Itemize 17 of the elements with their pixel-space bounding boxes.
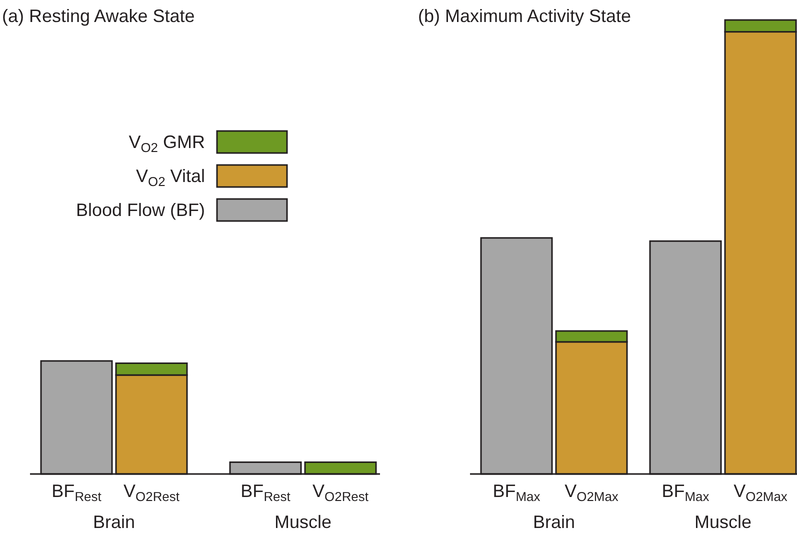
text: Brain bbox=[92, 512, 136, 532]
x-tick-label: BF$_{Rest}$ bbox=[240, 481, 291, 504]
x-tick-label: V$_{O2Rest}$ bbox=[124, 481, 180, 504]
x-tick-label: V$_{O2Rest}$ bbox=[312, 481, 369, 504]
x-tick-label: BF$_{Rest}$ bbox=[52, 481, 102, 504]
text: Muscle bbox=[274, 512, 332, 532]
text: Brain bbox=[532, 512, 576, 532]
legend-label: Blood Flow (BF) bbox=[76, 200, 205, 220]
x-tick-label: BF$_{Max}$ bbox=[662, 481, 710, 504]
x-tick-label: V$_{O2Max}$ bbox=[564, 481, 619, 504]
legend-label: V$_{O2}$ Vital bbox=[136, 166, 205, 189]
legend-label: V$_{O2}$ GMR bbox=[128, 132, 205, 155]
x-tick-label: V$_{O2Max}$ bbox=[734, 481, 788, 504]
annotation: (a) Resting Awake State bbox=[2, 6, 195, 26]
annotation: (b) Maximum Activity State bbox=[418, 6, 632, 26]
x-tick-label: BF$_{Max}$ bbox=[492, 481, 541, 504]
text: Muscle bbox=[694, 512, 752, 532]
